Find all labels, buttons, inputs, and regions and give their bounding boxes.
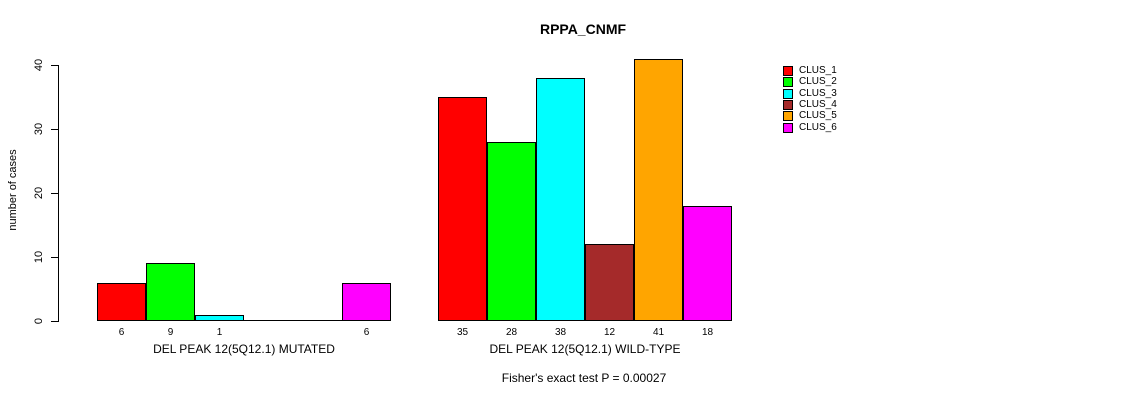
bar-value-label: 35 <box>456 327 469 338</box>
bar-zero <box>293 320 342 321</box>
bar-clus_1 <box>438 97 487 321</box>
bar-value-label: 41 <box>652 327 665 338</box>
y-tick <box>51 65 58 66</box>
bar-value-label: 38 <box>554 327 567 338</box>
bar-value-label: 6 <box>118 327 125 338</box>
legend-label: CLUS_5 <box>799 110 837 122</box>
y-tick-label: 20 <box>33 186 45 200</box>
bar-value-label: 18 <box>701 327 714 338</box>
bar-clus_3 <box>536 78 585 321</box>
legend-swatch <box>783 111 793 122</box>
bar-clus_3 <box>195 315 244 321</box>
bar-value-label: 28 <box>505 327 518 338</box>
legend-label: CLUS_6 <box>799 121 837 133</box>
bar-zero <box>244 320 293 321</box>
legend-swatch <box>783 66 793 76</box>
legend-label: CLUS_1 <box>799 65 837 76</box>
bar-value-label: 12 <box>603 327 616 338</box>
group-label-wildtype: DEL PEAK 12(5Q12.1) WILD-TYPE <box>489 342 681 356</box>
legend-swatch <box>783 77 793 88</box>
y-tick <box>51 257 58 258</box>
y-tick-label: 40 <box>33 58 45 72</box>
legend-swatch <box>783 99 793 110</box>
bar-clus_6 <box>683 206 732 321</box>
legend-swatch <box>783 122 793 133</box>
legend-label: CLUS_3 <box>799 87 837 99</box>
legend-label: CLUS_4 <box>799 98 837 110</box>
y-axis-line <box>58 65 59 322</box>
bar-clus_4 <box>585 244 634 321</box>
y-tick-label: 10 <box>33 250 45 264</box>
bar-value-label: 6 <box>363 327 370 338</box>
bar-value-label: 1 <box>216 327 223 338</box>
bar-clus_2 <box>487 142 536 321</box>
group-label-mutated: DEL PEAK 12(5Q12.1) MUTATED <box>153 342 335 356</box>
y-tick-label: 0 <box>33 317 45 325</box>
legend-label: CLUS_2 <box>799 76 837 88</box>
y-tick <box>51 129 58 130</box>
y-tick <box>51 193 58 194</box>
bar-clus_5 <box>634 59 683 321</box>
fisher-test-annotation: Fisher's exact test P = 0.00027 <box>501 371 667 385</box>
bar-value-label: 9 <box>167 327 174 338</box>
y-axis-label: number of cases <box>7 149 19 231</box>
bar-clus_2 <box>146 263 195 321</box>
legend-swatch <box>783 88 793 99</box>
bar-clus_6 <box>342 283 391 321</box>
chart-title: RPPA_CNMF <box>539 21 627 37</box>
bar-clus_1 <box>97 283 146 321</box>
y-tick <box>51 321 58 322</box>
y-tick-label: 30 <box>33 122 45 136</box>
